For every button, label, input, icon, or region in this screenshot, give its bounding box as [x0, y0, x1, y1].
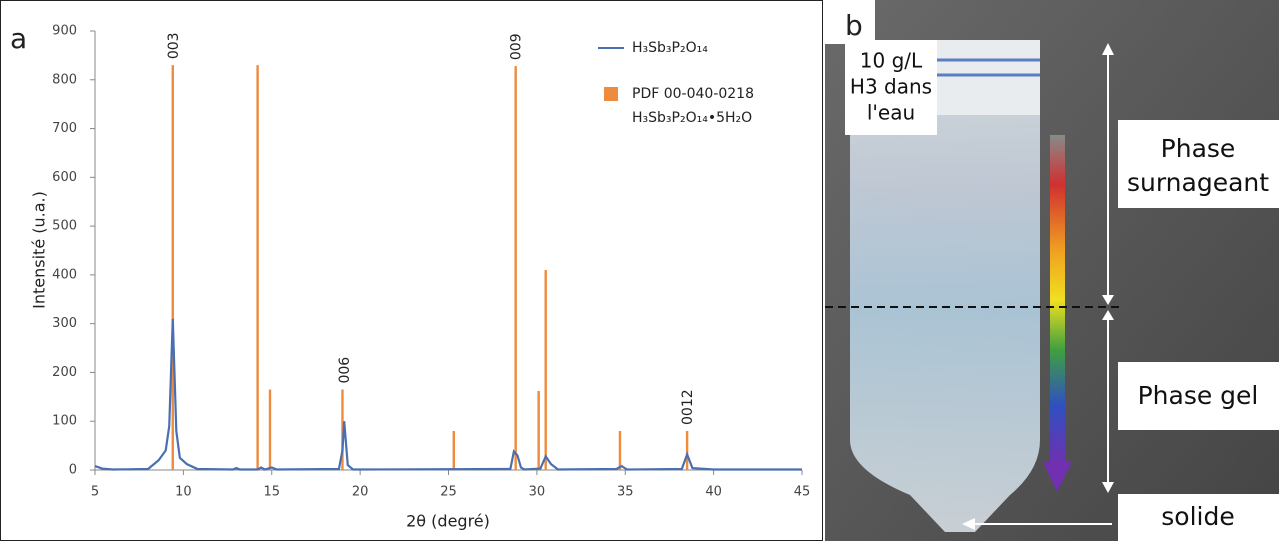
peak-label: 0012 [680, 389, 696, 425]
y-tick-label: 700 [52, 121, 77, 136]
stick [341, 389, 344, 470]
x-axis-title: 2θ (degré) [406, 512, 490, 531]
tube-label: H3 dans [850, 75, 932, 99]
rainbow-arrow [1050, 135, 1065, 465]
upper-phase-box [1118, 120, 1279, 208]
y-tick-label: 600 [52, 170, 77, 185]
stick [514, 66, 517, 471]
x-tick-label: 35 [617, 485, 634, 500]
stick [452, 430, 456, 470]
panel-a-frame [0, 0, 823, 541]
arrows [962, 43, 1114, 530]
y-tick-label: 500 [52, 219, 77, 234]
x-tick-label: 20 [352, 485, 369, 500]
stick [685, 430, 689, 470]
y-tick-label: 900 [52, 24, 77, 39]
legend-label: PDF 00-040-0218 [632, 86, 754, 102]
y-tick-label: 200 [52, 365, 77, 380]
peak-label: 003 [166, 32, 182, 59]
x-tick-label: 40 [705, 485, 722, 500]
x-tick-label: 5 [91, 485, 99, 500]
y-tick-label: 0 [69, 463, 77, 478]
stick [268, 389, 272, 470]
tube-label: l'eau [867, 101, 915, 125]
panel-label: a [10, 22, 27, 55]
photo: 10 g/L H3 dans l'eau b Phase surnageant … [825, 0, 1279, 541]
stick [171, 65, 174, 471]
y-axis-title: Intensité (u.a.) [30, 191, 49, 309]
x-tick-label: 45 [794, 485, 811, 500]
peak-label: 006 [337, 357, 353, 384]
stick [256, 65, 259, 471]
panel-label: b [845, 9, 863, 42]
upper-phase-label: Phase [1161, 134, 1236, 163]
x-tick-label: 10 [175, 485, 192, 500]
panel-b-label-box [825, 0, 875, 44]
bottom-box [1118, 494, 1279, 541]
stick [537, 390, 540, 470]
y-tick-label: 100 [52, 414, 77, 429]
legend-label: H₃Sb₃P₂O₁₄ [632, 40, 708, 56]
chart: a 2θ (degré) Intensité (u.a.) 5 10 15 20 25 3… [10, 22, 810, 531]
stick [618, 430, 622, 470]
tube [850, 40, 1040, 532]
upper-phase-label: surnageant [1127, 168, 1269, 197]
peak-label: 009 [509, 33, 525, 60]
y-tick-label: 800 [52, 72, 77, 87]
rainbow-arrow-head [1043, 462, 1072, 492]
x-tick-label: 30 [529, 485, 546, 500]
bottom-label: solide [1161, 502, 1234, 531]
pattern-line [94, 318, 802, 471]
y-tick-label: 400 [52, 267, 77, 282]
tube-label: 10 g/L [860, 49, 923, 73]
lower-phase-box [1118, 362, 1279, 430]
tube-label-box [845, 40, 937, 135]
y-tick-label: 300 [52, 316, 77, 331]
legend-label: H₃Sb₃P₂O₁₄•5H₂O [632, 110, 752, 126]
legend-swatch [604, 87, 618, 101]
lower-phase-label: Phase gel [1138, 381, 1259, 410]
x-tick-label: 25 [440, 485, 457, 500]
x-tick-label: 15 [263, 485, 280, 500]
stick [544, 270, 547, 470]
